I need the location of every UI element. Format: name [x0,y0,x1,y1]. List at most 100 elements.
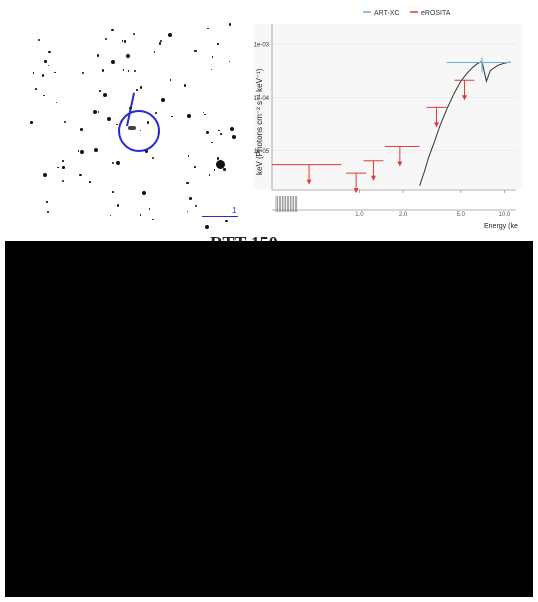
star [129,106,132,110]
star [220,133,222,135]
star [97,111,100,113]
star [57,166,59,169]
legend-label-erosita: eROSITA [421,10,451,17]
star [207,27,209,30]
star [211,56,214,58]
legend-label-art-xc: ART-XC [374,10,400,17]
star [189,197,192,200]
scale-bar-label: 1 [232,206,237,215]
star [41,74,45,77]
star [43,94,45,97]
star [80,128,83,131]
star [194,204,198,208]
star [148,208,151,210]
source-error-circle [118,110,160,152]
scale-bar [202,216,238,217]
star [216,157,220,160]
star [136,89,138,91]
y-tick-label: 1e-04 [254,96,270,102]
star [229,126,234,131]
star [116,123,118,126]
star [186,181,189,185]
star [151,156,155,160]
star [123,40,127,43]
star [186,210,189,213]
star [79,173,82,177]
star [81,71,85,75]
star [146,121,150,124]
star [223,168,226,171]
star [106,117,111,122]
star [99,90,101,92]
finder-chart-image: 1 [30,22,244,232]
bright-star [80,150,84,154]
bright-star [145,150,148,153]
x-tick-label: 10.0 [499,212,511,218]
star [158,42,162,45]
star [46,201,48,203]
star [32,72,35,74]
x-axis-label: Energy (ke [484,223,518,230]
star [228,23,232,26]
x-tick-label: 2.0 [399,212,408,218]
x-tick-label: 5.0 [457,212,466,218]
star [126,53,131,58]
spectrum-chart: 1e-03 1e-04 1e-05 1.0 2.0 5.0 10.0 ART-XC eROS… [254,10,522,230]
axes: 1e-03 1e-04 1e-05 1.0 2.0 5.0 10.0 [254,24,516,218]
star [61,179,65,183]
star [42,173,47,178]
star [93,110,98,115]
upper-limit-arrow-head [306,179,312,185]
star [122,69,125,71]
star [187,114,192,119]
target-source [128,126,136,130]
star [152,218,154,221]
y-tick-label: 1e-05 [254,149,270,155]
star [139,214,142,216]
star [225,219,228,223]
legend: ART-XC eROSITA [363,10,451,17]
star [213,169,216,171]
star [211,141,213,144]
star [171,115,173,118]
star [30,121,33,124]
star [232,135,237,140]
star [194,49,197,53]
black-redaction-panel [5,241,533,597]
bright-star [216,160,225,169]
star [183,84,187,87]
star [139,129,142,132]
star [210,68,213,71]
star [204,113,206,116]
x-tick-label: 1.0 [355,212,364,218]
star [205,224,210,229]
star [96,54,100,57]
star [202,111,205,114]
star [161,97,166,102]
star [154,111,158,115]
star [132,32,136,36]
grid-lines [272,43,516,152]
upper-limit-arrow-head [397,161,403,167]
star [55,101,58,104]
plot-panel [254,24,522,189]
star [121,39,124,42]
star [46,210,50,214]
star [218,129,220,132]
star [110,59,115,64]
star [127,70,130,72]
star [157,132,160,134]
star [112,191,114,193]
y-tick-label: 1e-03 [254,43,270,49]
star [103,92,108,97]
star [48,50,51,54]
star [62,160,64,162]
star [194,166,196,168]
star [169,79,172,81]
data-marks [272,57,511,194]
star [101,69,105,72]
star [115,160,120,165]
upper-limit-arrow-head [370,175,376,181]
bright-star [168,33,172,37]
star [217,43,219,45]
